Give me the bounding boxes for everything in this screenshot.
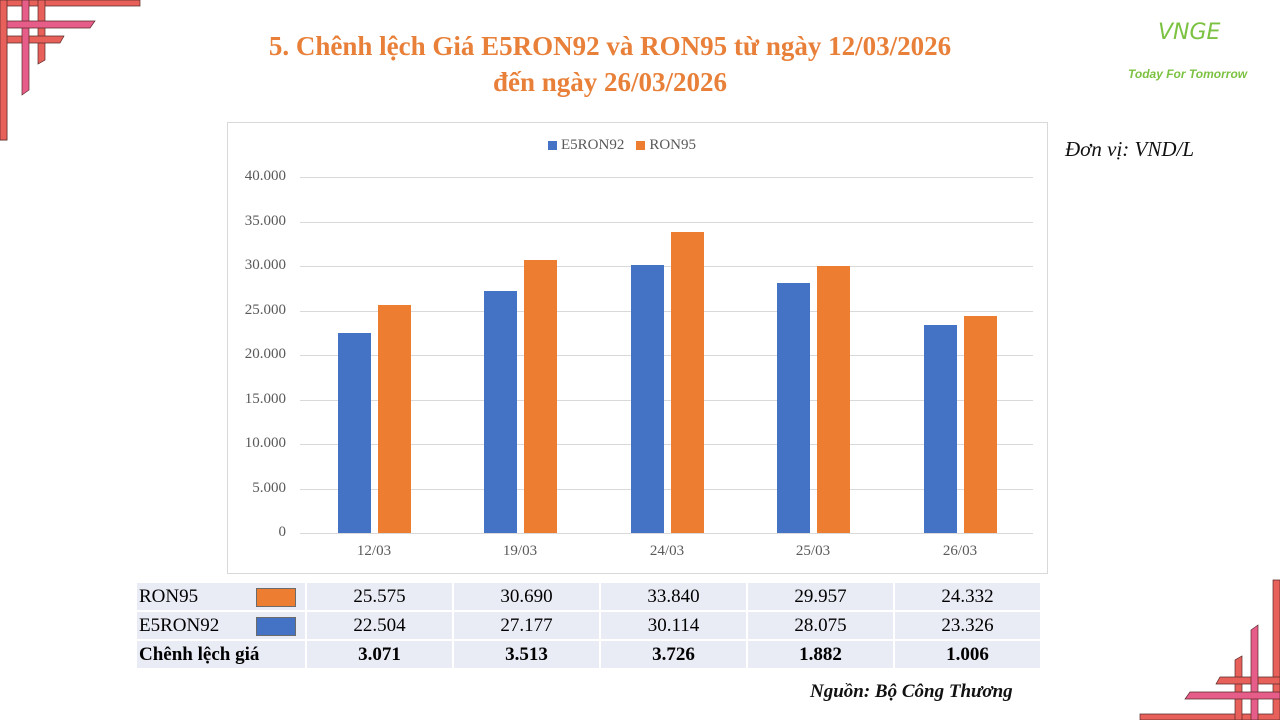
- legend-label: RON95: [649, 137, 697, 153]
- corner-ornament-top-left: [0, 0, 141, 141]
- row-label: E5RON92: [139, 614, 220, 636]
- gridline: [300, 488, 1033, 490]
- gridline: [300, 355, 1033, 356]
- legend-item-ron95: RON95: [636, 137, 696, 154]
- y-tick-label: 20.000: [244, 346, 286, 362]
- legend-swatch-orange-icon: [636, 141, 646, 150]
- table-cell: 3.726: [600, 640, 748, 670]
- slide-title-line2: đến ngày 26/03/2026: [492, 67, 728, 97]
- table-cell: 28.075: [747, 611, 895, 641]
- bar-ron95-25-03: [817, 266, 850, 533]
- x-tick-label: 19/03: [502, 543, 538, 559]
- table-cell: 30.114: [600, 611, 748, 641]
- y-tick-label: 0: [278, 524, 287, 540]
- table-row-e5ron92: E5RON92 22.504 27.177 30.114 28.075 23.3…: [137, 611, 1042, 641]
- bar-e5ron92-24-03: [631, 264, 664, 533]
- y-tick-label: 10.000: [244, 435, 286, 451]
- gridline: [300, 177, 1033, 178]
- y-tick-label: 35.000: [244, 212, 286, 229]
- data-table: RON95 25.575 30.690 33.840 29.957 24.332…: [137, 583, 1042, 670]
- orange-swatch-icon: [256, 588, 296, 607]
- table-cell: 27.177: [453, 611, 601, 641]
- unit-label: Đơn vị: VND/L: [1065, 137, 1195, 161]
- logo-tagline: Today For Tomorrow: [1128, 67, 1248, 81]
- x-tick-label: 12/03: [356, 543, 392, 559]
- x-tick-label: 26/03: [942, 543, 978, 559]
- table-cell: 1.882: [747, 640, 895, 670]
- row-label: RON95: [139, 585, 199, 607]
- bar-e5ron92-26-03: [924, 325, 957, 533]
- table-row-price-difference: Chênh lệch giá 3.071 3.513 3.726 1.882 1…: [137, 640, 1042, 670]
- bar-e5ron92-12-03: [338, 332, 371, 533]
- y-tick-label: 15.000: [244, 390, 286, 407]
- source-note: Nguồn: Bộ Công Thương: [810, 681, 1013, 702]
- table-cell: 24.332: [894, 583, 1042, 612]
- bar-ron95-26-03: [964, 316, 997, 533]
- gridline: [300, 444, 1033, 445]
- gridline: [300, 533, 1033, 534]
- bar-ron95-24-03: [671, 231, 704, 533]
- slide-title-line1: 5. Chênh lệch Giá E5RON92 và RON95 từ ng…: [268, 31, 952, 61]
- x-tick-label: 24/03: [649, 543, 685, 559]
- table-cell: 25.575: [306, 583, 454, 612]
- corner-ornament-bottom-right: [1139, 579, 1280, 720]
- table-cell: 3.071: [306, 640, 454, 670]
- table-cell: 29.957: [747, 583, 895, 612]
- vnge-logo: VNGE: [1158, 20, 1221, 45]
- bar-ron95-19-03: [524, 259, 557, 533]
- row-label: Chênh lệch giá: [137, 640, 307, 670]
- table-cell: 3.513: [453, 640, 601, 670]
- x-tick-label: 25/03: [795, 543, 831, 559]
- legend-item-e5ron92: E5RON92: [548, 137, 624, 154]
- gridline: [300, 266, 1033, 267]
- legend-label: E5RON92: [561, 137, 625, 153]
- table-cell: 33.840: [600, 583, 748, 612]
- gridline: [300, 221, 1033, 223]
- gridline: [300, 399, 1033, 401]
- y-tick-label: 30.000: [244, 257, 286, 273]
- legend-swatch-blue-icon: [548, 141, 557, 150]
- table-cell: 22.504: [306, 611, 454, 641]
- bar-e5ron92-25-03: [777, 283, 810, 533]
- table-cell: 30.690: [453, 583, 601, 612]
- table-cell: 23.326: [894, 611, 1042, 641]
- chart-legend: E5RON92 RON95: [548, 137, 696, 154]
- y-tick-label: 5.000: [252, 479, 286, 496]
- y-tick-label: 40.000: [244, 168, 286, 184]
- gridline: [300, 310, 1033, 312]
- table-cell: 1.006: [894, 640, 1042, 670]
- blue-swatch-icon: [256, 617, 296, 636]
- y-tick-label: 25.000: [244, 301, 286, 318]
- table-row-ron95: RON95 25.575 30.690 33.840 29.957 24.332: [137, 583, 1042, 612]
- bar-e5ron92-19-03: [484, 291, 517, 533]
- bar-ron95-12-03: [378, 305, 411, 533]
